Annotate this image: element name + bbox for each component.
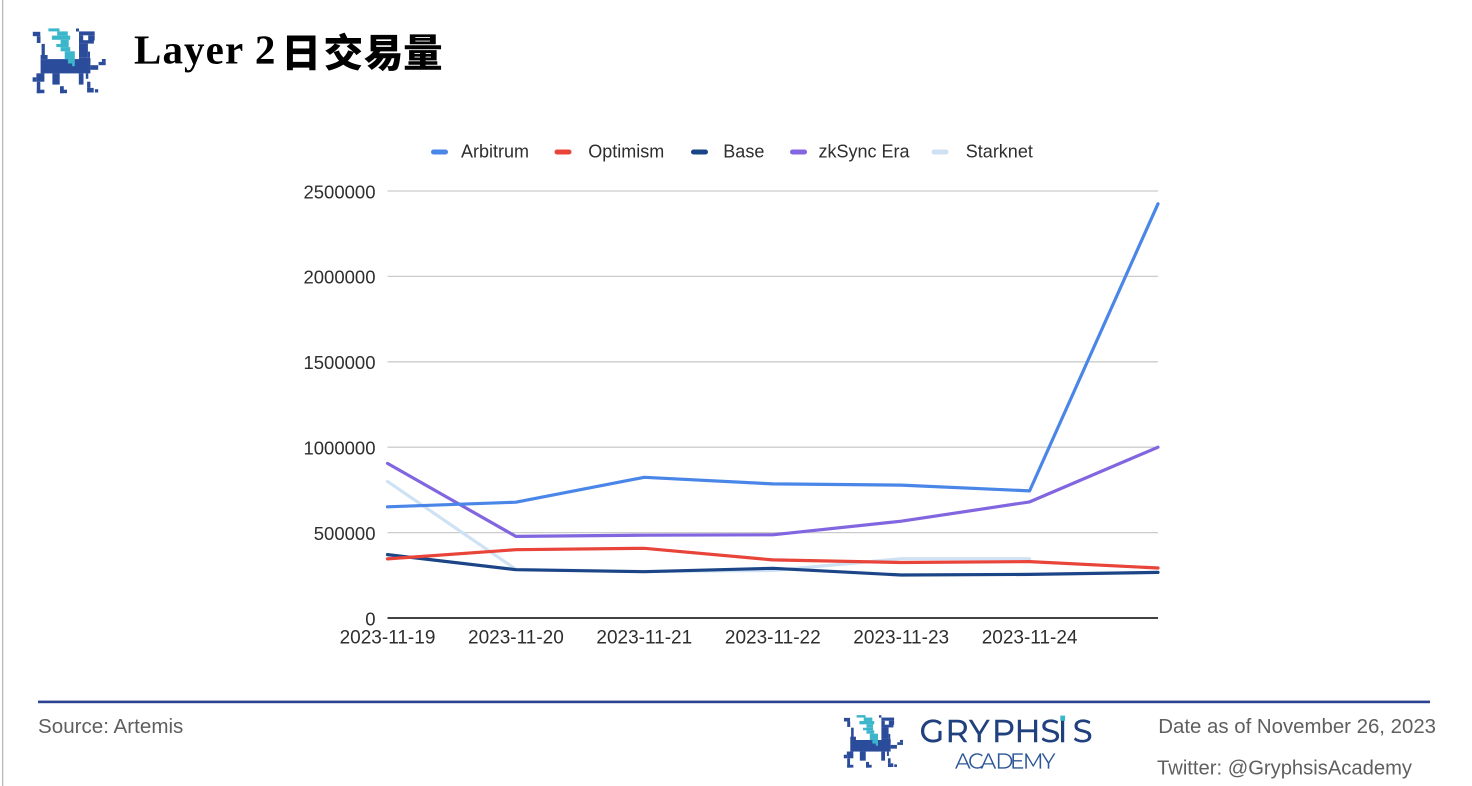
svg-text:2023-11-19: 2023-11-19 xyxy=(340,628,436,649)
svg-text:2023-11-22: 2023-11-22 xyxy=(725,628,821,649)
svg-text:500000: 500000 xyxy=(314,523,376,544)
svg-text:Source: Artemis: Source: Artemis xyxy=(38,715,183,738)
svg-text:2023-11-23: 2023-11-23 xyxy=(853,628,949,649)
svg-text:2000000: 2000000 xyxy=(303,267,375,288)
svg-text:2500000: 2500000 xyxy=(303,181,375,202)
svg-text:1500000: 1500000 xyxy=(303,352,375,373)
svg-text:Arbitrum: Arbitrum xyxy=(461,142,529,162)
svg-text:2023-11-24: 2023-11-24 xyxy=(982,628,1078,649)
svg-text:1000000: 1000000 xyxy=(303,438,375,459)
svg-text:2023-11-20: 2023-11-20 xyxy=(468,628,564,649)
svg-text:Layer 2: Layer 2 xyxy=(134,26,276,72)
svg-text:Base: Base xyxy=(723,142,764,162)
svg-text:Starknet: Starknet xyxy=(966,142,1033,162)
svg-text:0: 0 xyxy=(365,608,375,629)
svg-text:Optimism: Optimism xyxy=(588,142,664,162)
svg-text:2023-11-21: 2023-11-21 xyxy=(596,628,692,649)
svg-text:zkSync Era: zkSync Era xyxy=(819,142,911,162)
svg-text:Twitter: @GryphsisAcademy: Twitter: @GryphsisAcademy xyxy=(1157,757,1413,779)
svg-text:Date as of November 26, 2023: Date as of November 26, 2023 xyxy=(1158,716,1436,738)
